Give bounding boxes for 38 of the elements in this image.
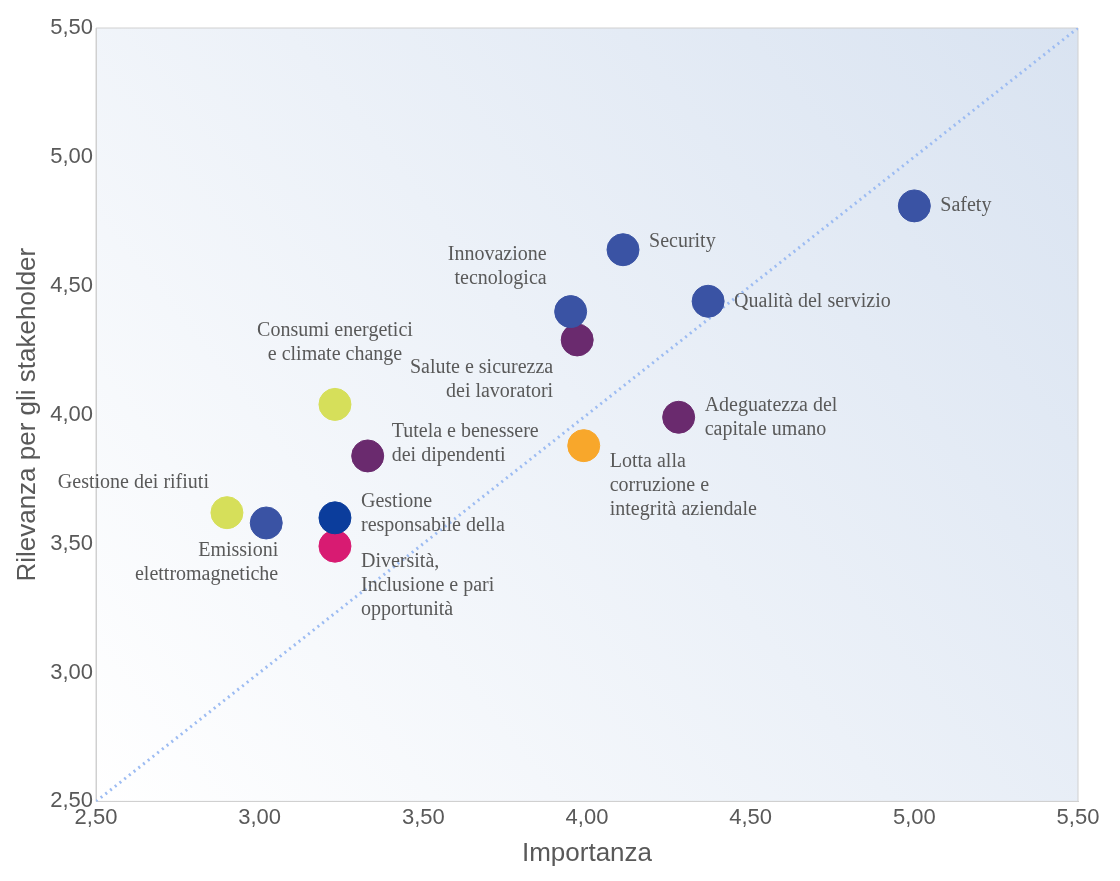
x-tick-label: 3,00 [238,803,282,829]
point [249,506,283,540]
y-tick-label: 5,00 [50,142,94,168]
x-tick-label: 4,50 [729,803,773,829]
y-tick-label: 5,50 [50,14,94,40]
point [560,323,594,357]
y-tick-label: 3,50 [50,529,94,555]
y-axis-title: Rilevanza per gli stakeholder [10,247,41,582]
x-tick-label: 5,00 [892,803,936,829]
series-label: Emissioni elettromagnetiche [134,538,279,586]
x-tick-label: 4,00 [565,803,609,829]
series-label: Diversità, Inclusione e pari opportunità [360,549,495,621]
series-label: Adeguatezza del capitale umano [704,392,838,440]
series-label: Lotta alla corruzione e integrità aziendale [609,448,757,520]
point [318,501,352,535]
point [318,529,352,563]
series-label: Tutela e benessere dei dipendenti [391,419,539,467]
point [606,233,640,267]
series-label: Gestione responsabile della [360,489,505,537]
series-label: Innovazione tecnologica [447,241,547,289]
point [554,295,588,329]
x-tick-label: 3,50 [401,803,445,829]
y-tick-label: 4,50 [50,271,94,297]
series-label: Security [649,228,716,252]
y-tick-label: 4,00 [50,400,94,426]
point [210,496,244,530]
point [351,439,385,473]
point [318,387,352,421]
series-label: Safety [940,193,992,217]
point [897,189,931,223]
y-tick-label: 3,00 [50,658,94,684]
point [567,429,601,463]
series-label: Gestione dei rifiuti [57,469,210,492]
point [691,284,725,318]
x-tick-label: 5,50 [1056,803,1100,829]
point [662,400,696,434]
series-label: Qualità del servizio [734,288,891,311]
x-axis-title: Importanza [521,836,653,867]
